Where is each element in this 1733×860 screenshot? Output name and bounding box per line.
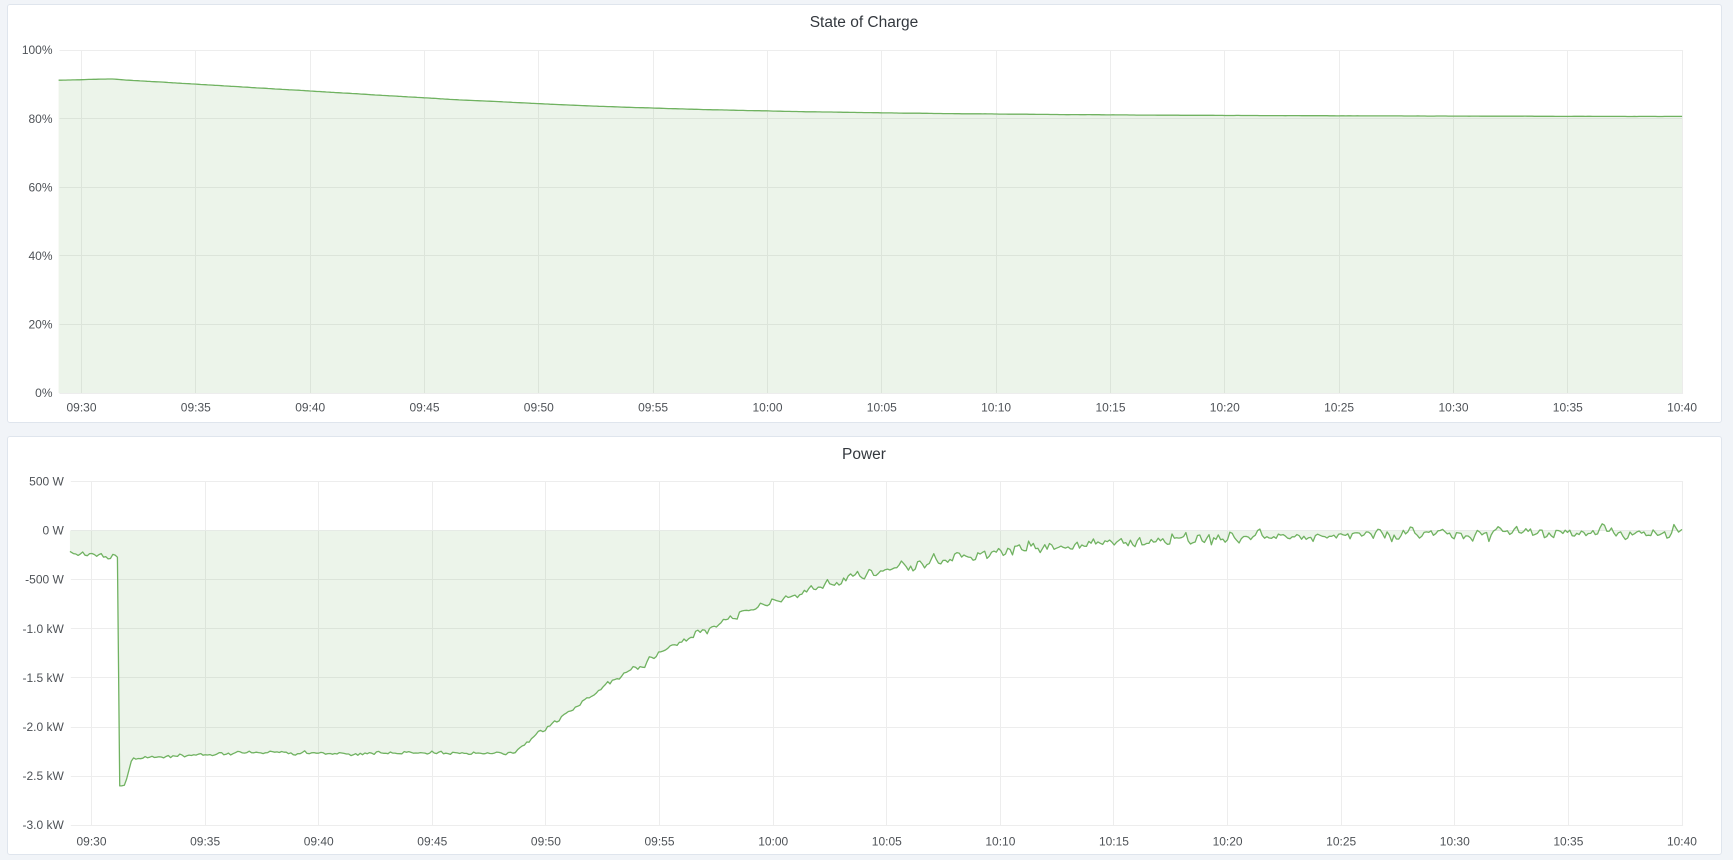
svg-text:10:30: 10:30 [1438,400,1468,414]
svg-text:09:40: 09:40 [295,400,325,414]
svg-text:-1.5 kW: -1.5 kW [22,671,64,685]
svg-text:10:05: 10:05 [866,400,896,414]
svg-text:10:25: 10:25 [1324,400,1354,414]
svg-text:10:30: 10:30 [1439,834,1469,848]
svg-text:-3.0 kW: -3.0 kW [22,818,64,832]
svg-text:0%: 0% [35,386,53,400]
svg-text:10:40: 10:40 [1667,400,1697,414]
svg-text:10:00: 10:00 [758,834,788,848]
svg-text:10:25: 10:25 [1326,834,1356,848]
svg-text:0 W: 0 W [42,524,64,538]
svg-text:500 W: 500 W [29,474,64,488]
svg-text:-1.0 kW: -1.0 kW [22,622,64,636]
svg-text:09:55: 09:55 [638,400,668,414]
svg-text:09:50: 09:50 [530,834,560,848]
svg-text:09:30: 09:30 [66,400,96,414]
svg-text:10:10: 10:10 [981,400,1011,414]
svg-text:10:10: 10:10 [985,834,1015,848]
svg-text:-500 W: -500 W [25,573,64,587]
svg-text:60%: 60% [28,180,52,194]
svg-text:80%: 80% [28,112,52,126]
svg-text:09:45: 09:45 [417,834,447,848]
svg-text:20%: 20% [28,317,52,331]
svg-text:10:40: 10:40 [1666,834,1696,848]
svg-text:10:20: 10:20 [1212,834,1242,848]
svg-text:10:00: 10:00 [752,400,782,414]
svg-text:09:35: 09:35 [180,400,210,414]
svg-text:09:30: 09:30 [76,834,106,848]
svg-text:10:15: 10:15 [1098,834,1128,848]
svg-text:10:35: 10:35 [1552,400,1582,414]
svg-text:10:35: 10:35 [1553,834,1583,848]
svg-text:09:40: 09:40 [303,834,333,848]
svg-text:09:45: 09:45 [409,400,439,414]
svg-text:10:20: 10:20 [1209,400,1239,414]
svg-text:09:35: 09:35 [190,834,220,848]
svg-text:-2.0 kW: -2.0 kW [22,720,64,734]
svg-text:40%: 40% [28,249,52,263]
svg-text:-2.5 kW: -2.5 kW [22,769,64,783]
svg-text:09:50: 09:50 [523,400,553,414]
svg-text:09:55: 09:55 [644,834,674,848]
svg-text:10:15: 10:15 [1095,400,1125,414]
svg-text:100%: 100% [21,43,52,57]
svg-text:10:05: 10:05 [871,834,901,848]
